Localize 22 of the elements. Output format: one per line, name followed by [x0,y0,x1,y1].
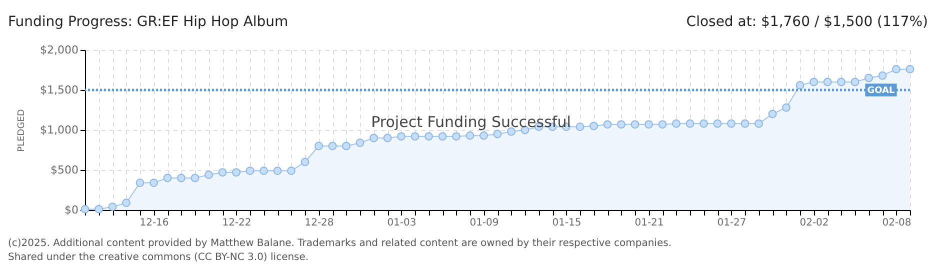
annotation: Project Funding Successful [371,113,571,131]
text: (c)2025. Additional content provided by Matthew Balane. Trademarks and related content are owned by their respective companies. [8,238,672,249]
y-tick-label: $1,500 [40,84,78,96]
x-tick-label: 02-08 [882,218,912,228]
x-tick-label: 12-28 [304,218,334,228]
text: Closed at: $1,760 / $1,500 (117%) [686,14,928,30]
x-tick-label: 01-09 [470,218,499,228]
y-tick-label: $2,000 [40,44,78,56]
y-axis-title: PLEDGED [17,109,28,152]
y-tick-label: $0 [64,204,78,216]
y-tick-label: $500 [50,164,78,176]
x-tick-label: 01-21 [634,218,664,228]
chart-title: Funding Progress: GR:EF Hip Hop Album [8,14,288,30]
x-tick-label: 01-03 [387,218,416,228]
x-tick-label: 12-22 [222,218,252,228]
text: Shared under the creative commons (CC BY-NC 3.0) license. [8,252,309,263]
x-tick-label: 01-15 [552,218,582,228]
x-tick-label: 02-02 [800,218,829,228]
ref-line-label: GOAL [867,86,896,96]
x-tick-label: 12-16 [140,218,169,228]
x-tick-label: 01-27 [717,218,746,228]
y-tick-label: $1,000 [40,124,78,136]
